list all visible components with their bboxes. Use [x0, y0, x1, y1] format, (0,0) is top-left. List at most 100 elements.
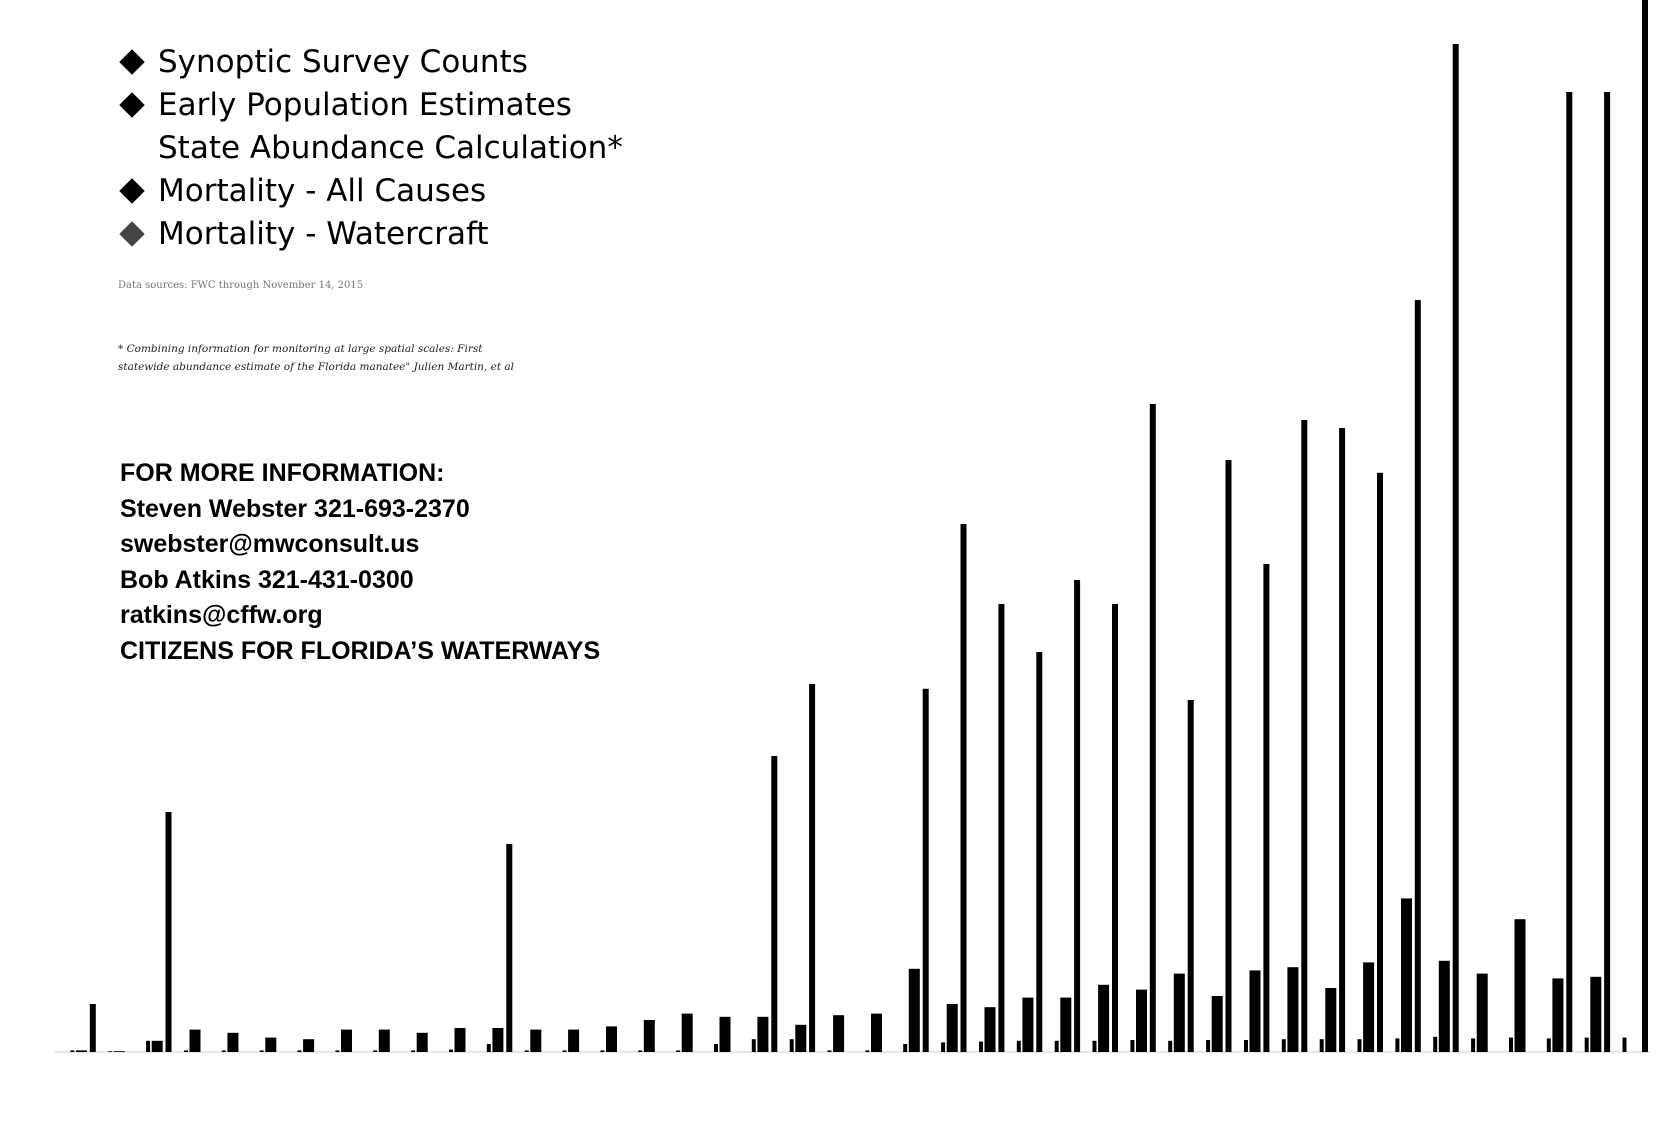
- bar-series-2-25: [984, 1007, 996, 1052]
- bar-series-1-40: [1566, 92, 1573, 1052]
- bar-series-1-32: [1263, 564, 1270, 1052]
- bar-series-3-35: [1357, 1039, 1362, 1052]
- diamond-icon: [119, 91, 145, 118]
- bar-series-3-31: [1206, 1040, 1211, 1052]
- legend-item-state-abundance: State Abundance Calculation*: [120, 126, 623, 169]
- citation-line-2: statewide abundance estimate of the Flor…: [118, 361, 515, 373]
- bar-series-2-26: [1022, 997, 1034, 1052]
- legend-label: Mortality - Watercraft: [158, 215, 489, 252]
- bar-series-3-42: [1622, 1037, 1627, 1052]
- legend-item-synoptic: Synoptic Survey Counts: [119, 40, 623, 83]
- bar-series-3-36: [1395, 1038, 1400, 1052]
- bar-series-3-24: [941, 1042, 946, 1052]
- legend-label: Early Population Estimates: [158, 86, 572, 123]
- bar-series-2-34: [1325, 988, 1337, 1052]
- bar-series-1-42: [1642, 0, 1648, 1052]
- legend-diamond-icon: [119, 220, 145, 247]
- bar-series-1-31: [1225, 460, 1232, 1052]
- bar-series-1-25: [998, 604, 1005, 1052]
- citation-line-1: * Combining information for monitoring a…: [118, 343, 483, 355]
- legend-label: State Abundance Calculation*: [158, 129, 623, 166]
- bar-series-3-18: [714, 1044, 718, 1052]
- legend-label: Synoptic Survey Counts: [158, 43, 528, 80]
- bar-series-3-10: [411, 1050, 416, 1052]
- bar-series-3-12: [486, 1044, 491, 1052]
- bar-series-2-35: [1363, 962, 1375, 1052]
- bar-series-group: [70, 0, 1648, 1052]
- bar-series-1-41: [1604, 92, 1611, 1052]
- bar-series-2-10: [416, 1032, 428, 1052]
- bar-series-1-26: [1036, 652, 1043, 1052]
- contact-person-1: Steven Webster 321-693-2370: [120, 494, 470, 523]
- bar-series-3-23: [903, 1044, 908, 1052]
- contact-heading: FOR MORE INFORMATION:: [120, 459, 445, 487]
- bar-series-1-19: [771, 756, 778, 1052]
- bar-series-2-27: [1060, 997, 1072, 1052]
- bar-series-1-29: [1149, 404, 1156, 1052]
- bar-series-2-18: [719, 1016, 731, 1052]
- bar-series-3-5: [221, 1050, 226, 1052]
- bar-series-2-23: [908, 968, 920, 1052]
- bar-series-2-24: [946, 1004, 958, 1052]
- diamond-icon: [119, 48, 145, 75]
- bar-series-3-26: [1016, 1040, 1021, 1052]
- bar-series-2-41: [1590, 976, 1602, 1052]
- bar-series-2-38: [1476, 973, 1488, 1052]
- bar-series-3-39: [1509, 1037, 1513, 1052]
- bar-series-2-9: [378, 1029, 390, 1052]
- bar-series-3-25: [979, 1041, 983, 1052]
- bar-series-2-31: [1211, 996, 1223, 1052]
- diamond-icon: [119, 177, 145, 204]
- bar-series-2-7: [303, 1039, 315, 1052]
- bar-series-1-28: [1112, 604, 1118, 1052]
- bar-series-3-34: [1319, 1039, 1324, 1052]
- bar-series-3-37: [1433, 1036, 1438, 1052]
- bar-series-2-20: [795, 1024, 807, 1052]
- bar-series-3-3: [146, 1040, 151, 1052]
- bar-series-2-22: [871, 1013, 882, 1052]
- bar-series-3-28: [1092, 1040, 1097, 1052]
- bar-series-3-15: [600, 1050, 605, 1052]
- bar-series-2-13: [530, 1029, 542, 1052]
- bar-series-3-32: [1244, 1040, 1248, 1052]
- bar-series-1-3: [165, 812, 172, 1052]
- bar-series-3-14: [562, 1050, 567, 1052]
- bar-series-2-8: [341, 1029, 352, 1052]
- bar-series-2-17: [681, 1013, 693, 1052]
- legend-item-mortality-watercraft: Mortality - Watercraft: [119, 212, 623, 255]
- bar-series-1-24: [960, 524, 967, 1052]
- bar-series-2-28: [1098, 984, 1110, 1052]
- bar-series-2-2: [113, 1051, 125, 1052]
- legend-label: Mortality - All Causes: [158, 172, 487, 209]
- bar-series-3-30: [1168, 1040, 1173, 1052]
- bar-series-3-9: [373, 1050, 378, 1052]
- contact-organization: CITIZENS FOR FLORIDA’S WATERWAYS: [120, 636, 601, 665]
- citation-note: * Combining information for monitoring a…: [118, 340, 514, 376]
- bar-series-3-40: [1546, 1038, 1551, 1052]
- bar-series-1-20: [809, 684, 816, 1052]
- bar-series-3-17: [676, 1050, 681, 1052]
- bar-series-3-7: [297, 1050, 302, 1052]
- bar-series-2-30: [1173, 973, 1185, 1052]
- bar-series-3-8: [335, 1050, 340, 1052]
- bar-series-2-39: [1514, 919, 1526, 1052]
- legend: Synoptic Survey Counts Early Population …: [119, 40, 623, 255]
- bar-series-2-29: [1136, 989, 1147, 1052]
- bar-series-3-2: [108, 1051, 113, 1052]
- bar-series-1-33: [1301, 420, 1308, 1052]
- bar-series-3-16: [638, 1050, 643, 1052]
- bar-series-1-1: [89, 1004, 96, 1052]
- bar-series-3-33: [1281, 1039, 1286, 1052]
- bar-series-3-29: [1130, 1040, 1135, 1052]
- bar-series-1-34: [1339, 428, 1346, 1052]
- bar-series-1-27: [1074, 580, 1081, 1052]
- bar-series-2-32: [1249, 970, 1261, 1052]
- legend-diamond-icon: [119, 91, 145, 118]
- bar-series-3-1: [70, 1050, 75, 1052]
- bar-series-2-16: [643, 1020, 655, 1052]
- bar-series-2-37: [1438, 960, 1450, 1052]
- bar-series-3-6: [259, 1050, 264, 1052]
- bar-series-1-30: [1187, 700, 1194, 1052]
- contact-block: FOR MORE INFORMATION: Steven Webster 321…: [120, 456, 600, 669]
